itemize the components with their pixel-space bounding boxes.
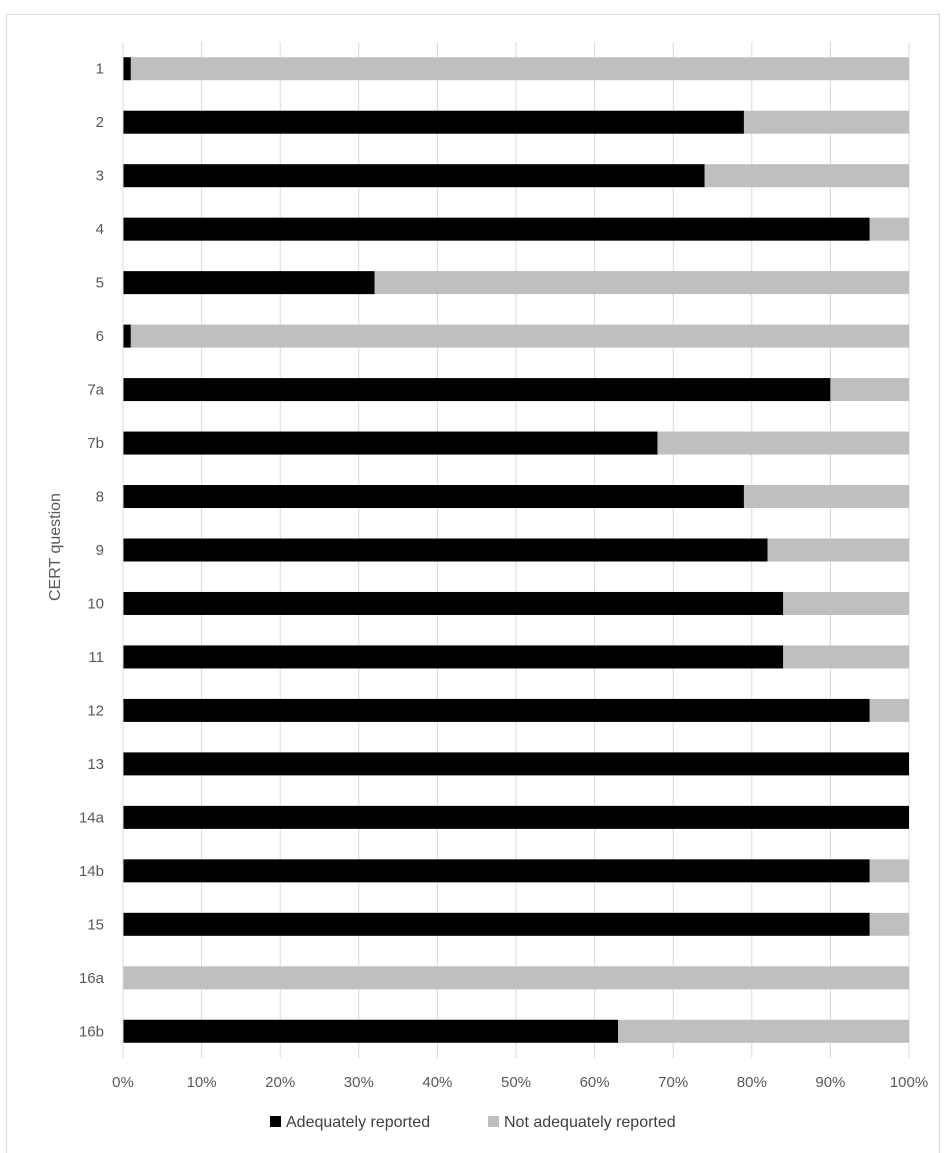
bar-segment xyxy=(123,698,870,722)
bar-segment xyxy=(783,591,909,615)
y-tick-label: 16b xyxy=(79,1023,104,1040)
bar-segment xyxy=(743,110,909,134)
y-tick-label: 14b xyxy=(79,863,104,880)
legend-label: Not adequately reported xyxy=(504,1114,676,1131)
y-tick-label: 14a xyxy=(79,809,105,826)
bar-segment xyxy=(123,57,131,81)
x-tick-label: 40% xyxy=(422,1074,452,1091)
x-tick-label: 0% xyxy=(112,1074,134,1091)
y-tick-label: 2 xyxy=(96,114,104,131)
bar-segment xyxy=(123,431,658,455)
bars xyxy=(123,57,910,1043)
legend: Adequately reported Not adequately report… xyxy=(270,1114,676,1131)
bar-segment xyxy=(123,752,909,776)
x-tick-label: 50% xyxy=(501,1074,531,1091)
y-tick-label: 3 xyxy=(96,168,104,185)
bar-segment xyxy=(123,164,705,188)
y-tick-label: 9 xyxy=(96,542,104,559)
x-tick-label: 60% xyxy=(580,1074,610,1091)
y-tick-label: 10 xyxy=(87,595,104,612)
bar-segment xyxy=(123,110,744,134)
y-tick-label: 7a xyxy=(87,382,104,399)
bar-segment xyxy=(783,645,909,669)
bar-segment xyxy=(123,485,744,509)
y-tick-label: 16a xyxy=(79,970,105,987)
bar-segment xyxy=(130,57,910,81)
bar-segment xyxy=(657,431,909,455)
bar-segment xyxy=(123,378,831,402)
bar-segment xyxy=(767,538,909,562)
bar-segment xyxy=(123,859,870,883)
legend-label: Adequately reported xyxy=(286,1114,430,1131)
bar-segment xyxy=(704,164,909,188)
bar-segment xyxy=(123,966,909,990)
x-tick-label: 70% xyxy=(658,1074,688,1091)
bar-segment xyxy=(123,591,784,615)
bar-segment xyxy=(743,485,909,509)
x-tick-label: 10% xyxy=(187,1074,217,1091)
bar-segment xyxy=(123,805,909,829)
bar-segment xyxy=(123,1019,619,1043)
y-tick-label: 6 xyxy=(96,328,104,345)
bar-segment xyxy=(869,217,909,241)
x-tick-label: 20% xyxy=(265,1074,295,1091)
x-tick-label: 30% xyxy=(344,1074,374,1091)
x-tick-label: 80% xyxy=(737,1074,767,1091)
x-tick-label: 100% xyxy=(890,1074,928,1091)
bar-segment xyxy=(869,859,909,883)
x-tick-label: 90% xyxy=(815,1074,845,1091)
bar-segment xyxy=(618,1019,909,1043)
y-tick-label: 12 xyxy=(87,702,104,719)
bar-segment xyxy=(123,271,375,295)
y-tick-label: 15 xyxy=(87,916,104,933)
y-axis-title: CERT question xyxy=(47,493,64,601)
bar-segment xyxy=(374,271,909,295)
y-tick-label: 1 xyxy=(96,61,104,78)
y-tick-label: 7b xyxy=(87,435,104,452)
axes: 0% 10% 20% 30% 40% 50% 60% 70% 80% 90% 100%1234567… xyxy=(79,42,928,1091)
bar-segment xyxy=(123,217,870,241)
bar-segment xyxy=(869,698,909,722)
bar-segment xyxy=(123,538,768,562)
legend-swatch xyxy=(488,1116,499,1127)
y-tick-label: 4 xyxy=(96,221,104,238)
y-tick-label: 13 xyxy=(87,756,104,773)
y-tick-label: 5 xyxy=(96,275,104,292)
y-tick-label: 11 xyxy=(88,649,104,666)
bar-segment xyxy=(830,378,909,402)
bar-segment xyxy=(123,912,870,936)
chart-frame xyxy=(6,14,940,1153)
bar-segment xyxy=(123,324,131,348)
bar-segment xyxy=(130,324,910,348)
bar-segment xyxy=(869,912,909,936)
y-tick-label: 8 xyxy=(96,489,104,506)
bar-segment xyxy=(123,645,784,669)
legend-swatch xyxy=(270,1116,281,1127)
